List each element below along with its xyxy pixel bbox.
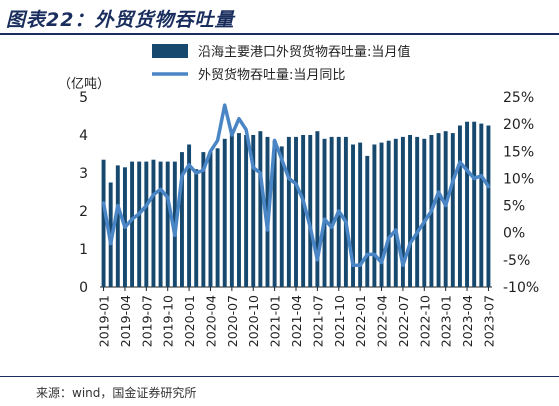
bar [244, 135, 249, 287]
right-tick-label: 15% [503, 144, 534, 160]
x-tick-label: 2021-07 [310, 295, 325, 347]
bar [308, 135, 313, 287]
bar [486, 125, 491, 287]
source-divider [0, 376, 559, 377]
bar [130, 161, 135, 287]
x-tick-label: 2019-07 [139, 295, 154, 347]
bar [272, 140, 277, 287]
bar [258, 131, 263, 287]
bar [229, 131, 234, 287]
bar [144, 161, 149, 287]
left-tick-label: 1 [79, 242, 88, 258]
right-tick-label: 20% [503, 117, 534, 133]
left-tick-label: 4 [79, 128, 88, 144]
bar [251, 135, 256, 287]
left-tick-label: 5 [79, 90, 88, 106]
bar [301, 135, 306, 287]
bar [165, 161, 170, 287]
right-tick-label: -5% [503, 253, 530, 269]
bar [422, 138, 427, 287]
source-note: 来源：wind，国金证券研究所 [36, 386, 197, 400]
bar [222, 138, 227, 287]
x-tick-label: 2019-10 [161, 295, 176, 347]
x-tick-label: 2020-04 [203, 295, 218, 347]
right-tick-label: 25% [503, 90, 534, 106]
bar [322, 138, 327, 287]
legend-bar-label: 沿海主要港口外贸货物吞吐量:当月值 [198, 44, 410, 60]
legend: 沿海主要港口外贸货物吞吐量:当月值 外贸货物吞吐量:当月同比 [152, 44, 410, 83]
left-tick-label: 3 [79, 166, 88, 182]
bar [365, 155, 370, 287]
x-tick-label: 2020-07 [225, 295, 240, 347]
bar [215, 148, 220, 287]
bar [315, 131, 320, 287]
right-tick-label: 10% [503, 171, 534, 187]
x-tick-label: 2023-04 [460, 295, 475, 347]
bar [237, 133, 241, 287]
bar [372, 144, 377, 287]
right-tick-label: 5% [503, 199, 525, 215]
bar [343, 136, 348, 287]
x-tick-label: 2022-07 [396, 295, 411, 347]
x-tick-label: 2022-10 [417, 295, 432, 347]
bar [479, 123, 484, 287]
bar [457, 125, 462, 287]
bar [329, 136, 334, 287]
bar [208, 152, 213, 287]
x-tick-label: 2021-04 [289, 295, 304, 347]
x-tick-label: 2019-04 [118, 295, 133, 347]
line-series [101, 103, 491, 268]
x-tick-label: 2022-04 [375, 295, 390, 347]
x-axis: 2019-01 2019-04 2019-07 2019-10 2020-01 2020-… [97, 287, 496, 347]
x-tick-label: 2019-01 [97, 295, 112, 347]
left-tick-label: 2 [79, 204, 88, 220]
x-tick-label: 2020-10 [246, 295, 261, 347]
bar [294, 136, 298, 287]
x-tick-label: 2023-01 [439, 295, 454, 347]
bar [180, 152, 184, 287]
yoy-line [101, 103, 491, 268]
x-tick-label: 2022-01 [353, 295, 368, 347]
x-tick-label: 2021-10 [332, 295, 347, 347]
chart: 沿海主要港口外贸货物吞吐量:当月值 外贸货物吞吐量:当月同比 （亿吨） 0 1 2 3… [58, 44, 539, 347]
bar [286, 136, 291, 287]
right-axis: -10% -5% 0% 5% 10% 15% 20% 25% [503, 90, 539, 296]
bar [443, 131, 448, 287]
figure-title-text: 图表22：外贸货物吞吐量 [6, 9, 235, 31]
x-tick-label: 2023-07 [481, 295, 496, 347]
bar [436, 133, 441, 287]
bar [386, 140, 391, 287]
bar [187, 144, 192, 287]
bar [358, 142, 363, 287]
title-divider [0, 33, 559, 35]
bar [137, 161, 142, 287]
figure-title: 图表22：外贸货物吞吐量 [0, 0, 559, 34]
bar [194, 169, 199, 287]
bar [115, 165, 120, 287]
bar [151, 159, 156, 287]
y-unit-label: （亿吨） [58, 77, 110, 92]
bar [379, 142, 384, 287]
legend-bar-swatch [152, 44, 188, 58]
left-axis: 0 1 2 3 4 5 [79, 90, 88, 296]
bar [158, 161, 163, 287]
bar [201, 152, 206, 287]
bar [415, 136, 420, 287]
bar [472, 121, 477, 287]
bar [400, 136, 405, 287]
bar [408, 135, 412, 287]
x-tick-label: 2020-01 [182, 295, 197, 347]
left-tick-label: 0 [79, 280, 88, 296]
bar [101, 159, 106, 287]
bar [279, 146, 284, 287]
right-tick-label: 0% [503, 226, 525, 242]
right-tick-label: -10% [503, 280, 539, 296]
bar [465, 121, 470, 287]
bar [450, 133, 455, 287]
x-tick-label: 2021-01 [268, 295, 283, 347]
legend-line-label: 外贸货物吞吐量:当月同比 [198, 67, 345, 83]
bar [351, 144, 355, 287]
bar [393, 138, 398, 287]
